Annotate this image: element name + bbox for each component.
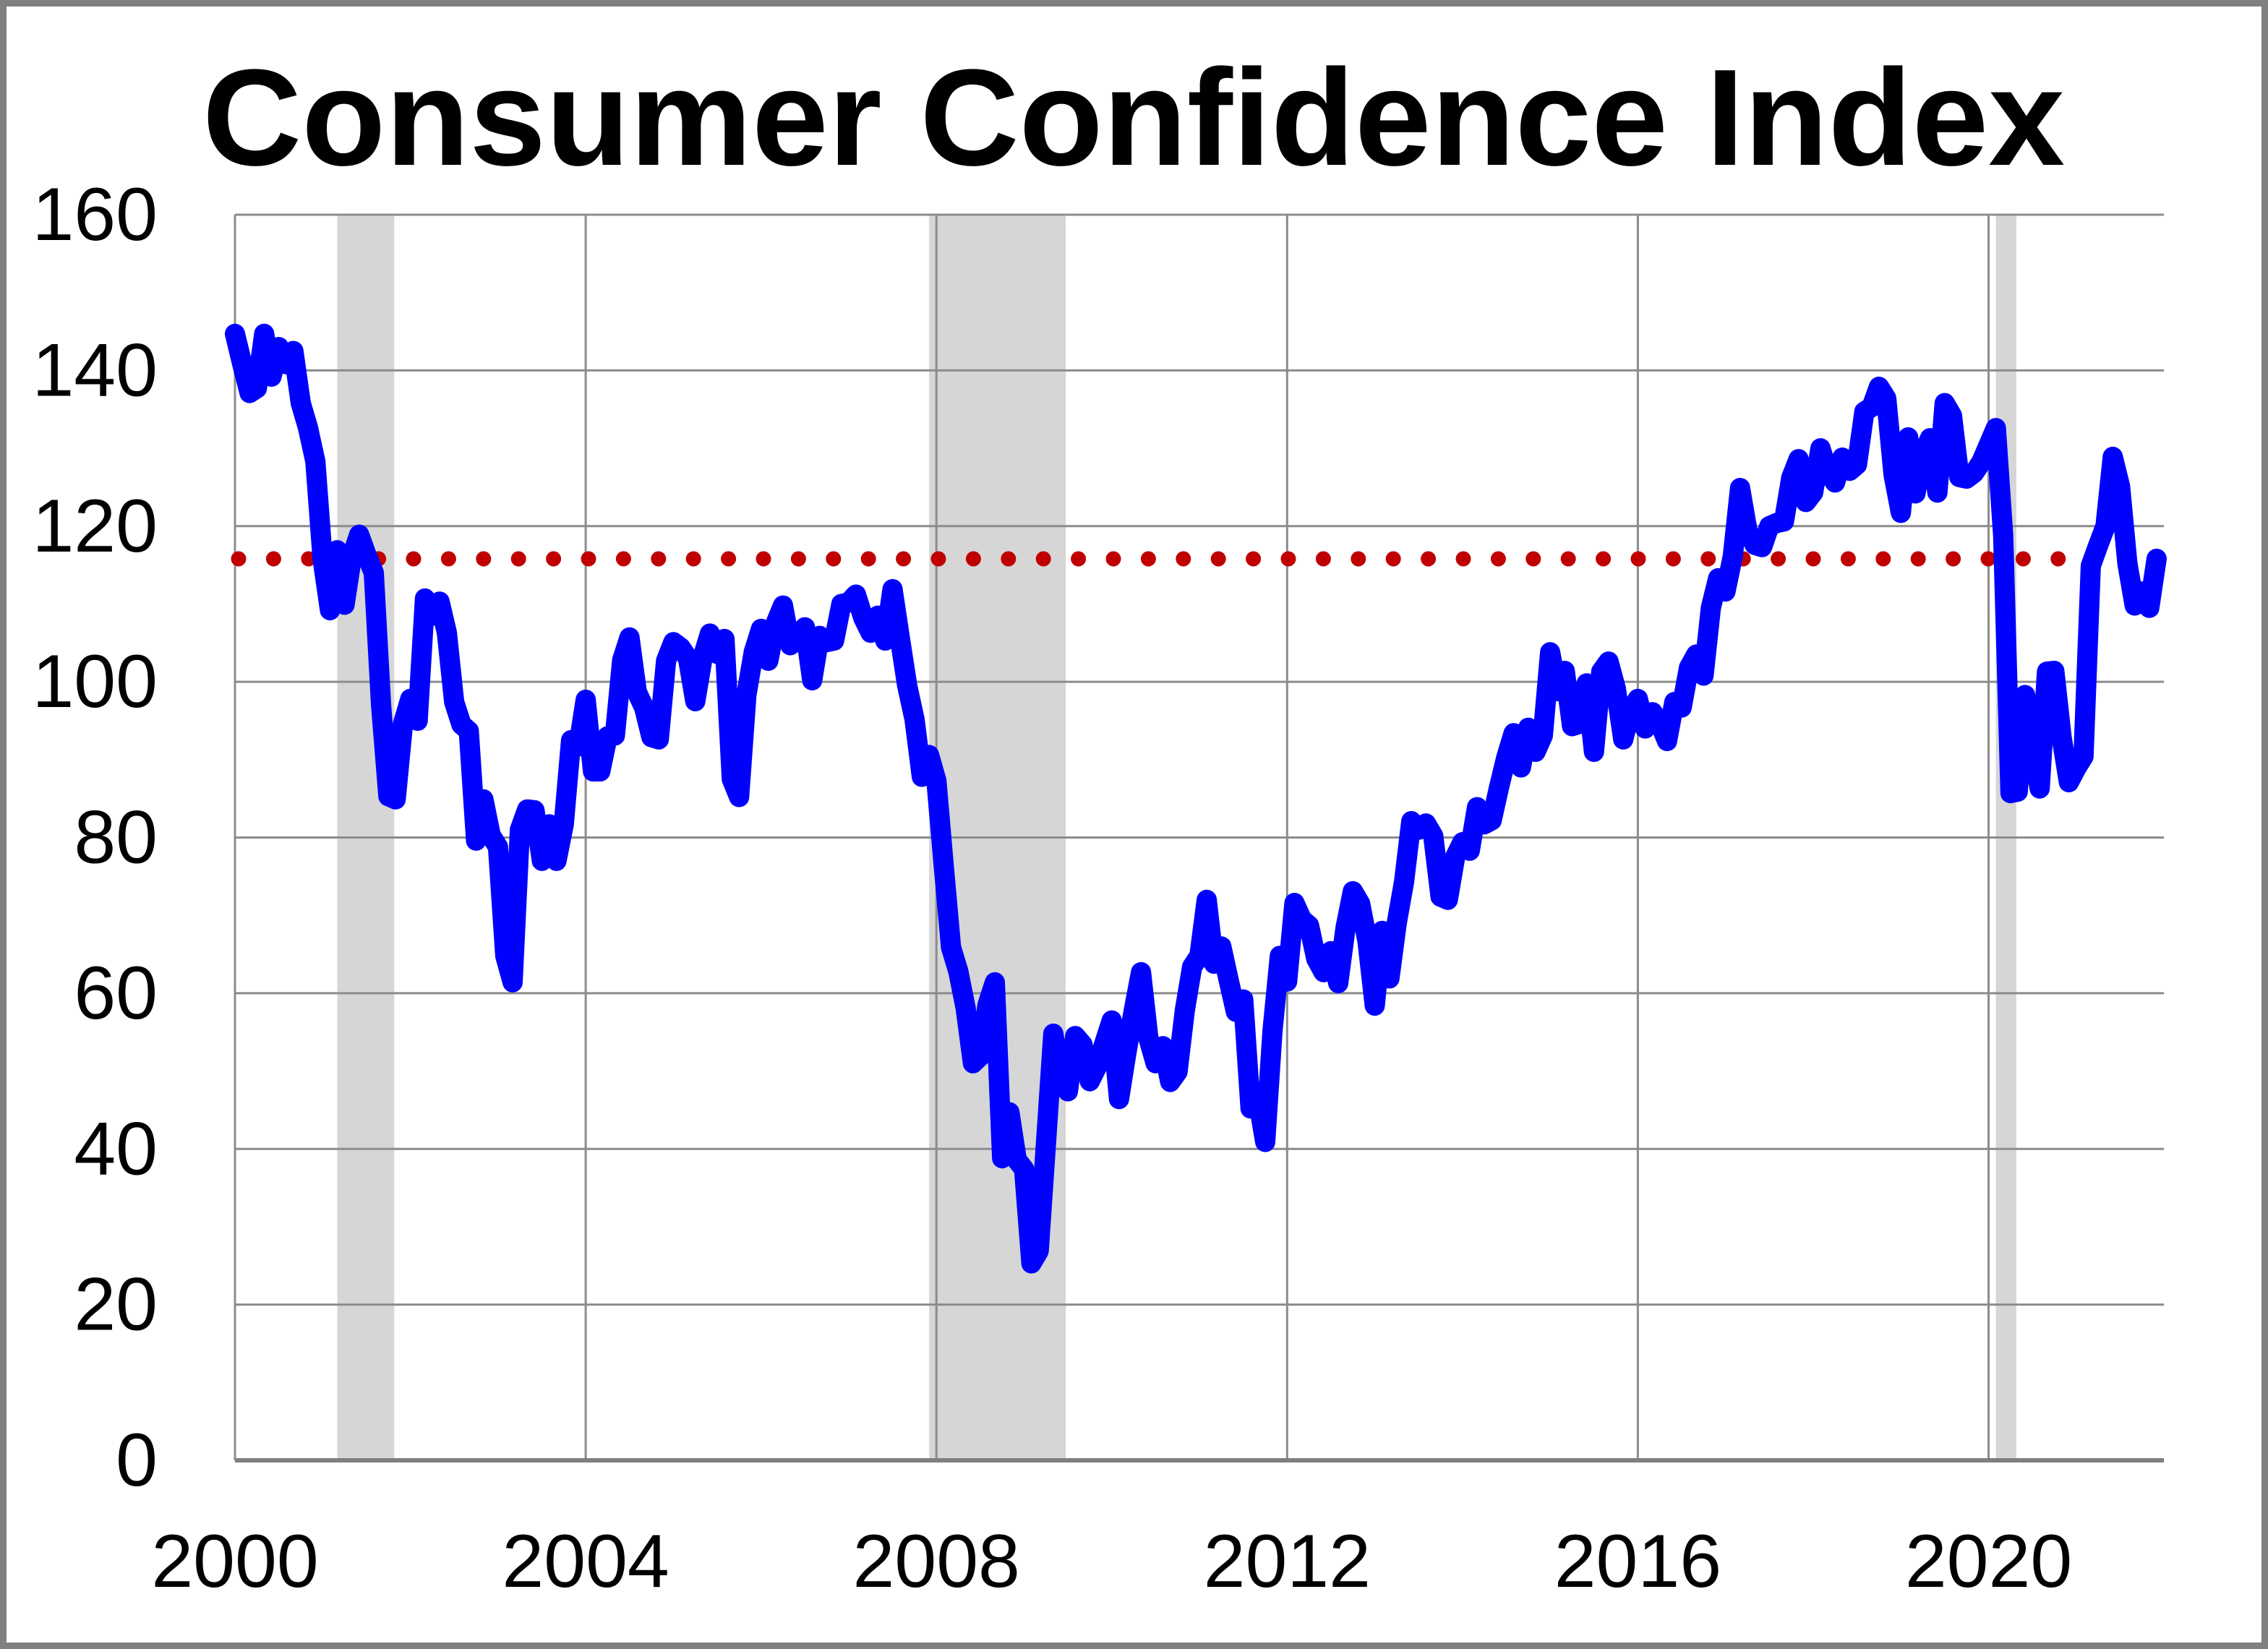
x-tick-label-2020: 2020 — [1905, 1520, 2072, 1603]
y-tick-label-0: 0 — [116, 1418, 158, 1502]
reference-line-dot — [1525, 551, 1541, 567]
reference-line-dot — [1596, 551, 1612, 567]
reference-line-dot — [406, 551, 421, 567]
reference-line-dot — [476, 551, 492, 567]
reference-line-dot — [756, 551, 771, 567]
reference-line-dot — [581, 551, 596, 567]
reference-dotted-line-group — [231, 551, 2136, 567]
reference-line-dot — [1351, 551, 1366, 567]
reference-line-dot — [1771, 551, 1786, 567]
reference-line-dot — [1421, 551, 1437, 567]
reference-line-dot — [790, 551, 806, 567]
reference-line-dot — [1455, 551, 1471, 567]
y-tick-label-160: 160 — [32, 173, 158, 257]
reference-line-dot — [1140, 551, 1156, 567]
reference-line-dot — [1980, 551, 1996, 567]
reference-line-dot — [1946, 551, 1961, 567]
reference-line-dot — [1385, 551, 1401, 567]
reference-line-dot — [1176, 551, 1191, 567]
reference-line-dot — [510, 551, 526, 567]
x-tick-label-2004: 2004 — [502, 1520, 669, 1603]
reference-line-dot — [1280, 551, 1296, 567]
y-tick-label-100: 100 — [32, 640, 158, 724]
reference-line-dot — [1560, 551, 1576, 567]
reference-line-dot — [231, 551, 247, 567]
reference-line-dot — [860, 551, 876, 567]
reference-line-dot — [615, 551, 631, 567]
reference-line-dot — [826, 551, 842, 567]
reference-line-dot — [1875, 551, 1891, 567]
reference-line-dot — [651, 551, 667, 567]
reference-line-dot — [930, 551, 946, 567]
x-tick-label-2000: 2000 — [151, 1520, 318, 1603]
reference-line-dot — [2015, 551, 2031, 567]
x-tick-label-2016: 2016 — [1554, 1520, 1721, 1603]
reference-line-dot — [265, 551, 281, 567]
x-tick-label-2012: 2012 — [1204, 1520, 1371, 1603]
chart-title: Consumer Confidence Index — [202, 41, 2065, 194]
reference-line-dot — [2050, 551, 2066, 567]
y-tick-label-120: 120 — [32, 484, 158, 568]
cci-line — [225, 323, 2167, 1274]
reference-line-dot — [1071, 551, 1087, 567]
reference-line-dot — [1001, 551, 1017, 567]
data-series-group — [225, 323, 2167, 1274]
y-tick-label-80: 80 — [74, 796, 158, 880]
reference-line-dot — [1910, 551, 1926, 567]
reference-line-dot — [1630, 551, 1646, 567]
y-tick-label-60: 60 — [74, 951, 158, 1035]
reference-line-dot — [1490, 551, 1506, 567]
reference-line-dot — [896, 551, 912, 567]
x-tick-label-2008: 2008 — [853, 1520, 1020, 1603]
reference-line-dot — [1805, 551, 1821, 567]
reference-line-dot — [721, 551, 737, 567]
axis-labels-group: 0 20 40 60 80 100 120 140 160 2000 2004 2008 2012 201… — [32, 173, 2072, 1603]
reference-line-dot — [1105, 551, 1121, 567]
reference-line-dot — [1700, 551, 1716, 567]
reference-line-dot — [1315, 551, 1331, 567]
reference-line-dot — [685, 551, 701, 567]
reference-line-dot — [1035, 551, 1051, 567]
y-tick-label-40: 40 — [74, 1107, 158, 1191]
reference-line-dot — [546, 551, 562, 567]
reference-line-dot — [1246, 551, 1262, 567]
reference-line-dot — [1665, 551, 1681, 567]
reference-line-dot — [1210, 551, 1226, 567]
y-tick-label-140: 140 — [32, 328, 158, 412]
y-tick-label-20: 20 — [74, 1263, 158, 1347]
reference-line-dot — [965, 551, 981, 567]
reference-line-dot — [1840, 551, 1856, 567]
reference-line-dot — [440, 551, 456, 567]
